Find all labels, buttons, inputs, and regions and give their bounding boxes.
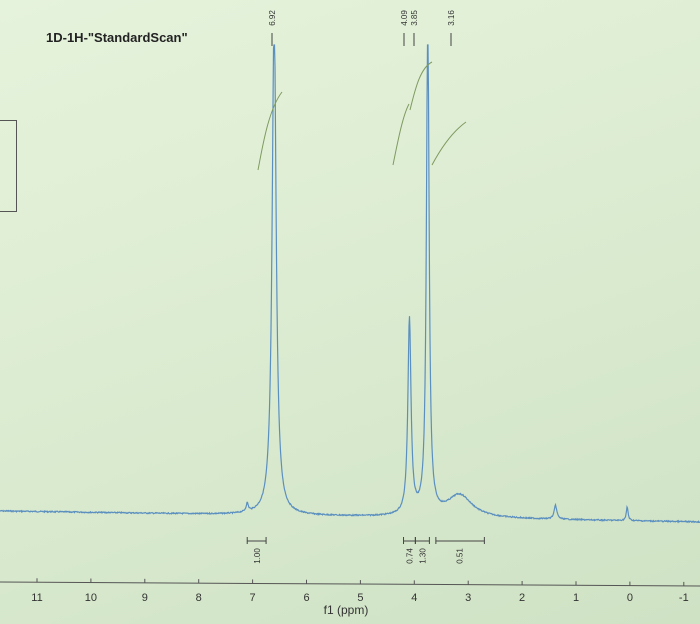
x-tick-label: 3 — [465, 592, 471, 604]
spectrum-line — [0, 44, 700, 524]
integral-curve-2 — [409, 61, 433, 111]
x-tick-label: -1 — [679, 592, 689, 604]
x-tick-label: 10 — [85, 592, 97, 604]
x-tick-label: 1 — [573, 592, 579, 604]
x-tick-label: 6 — [303, 592, 309, 604]
x-tick-label: 7 — [250, 592, 256, 604]
x-tick-label: 0 — [627, 592, 633, 604]
x-tick-label: 4 — [411, 592, 417, 604]
integral-curve-3 — [431, 121, 467, 166]
chart-title: 1D-1H-"StandardScan" — [46, 30, 188, 45]
integral-curve-0 — [257, 91, 283, 171]
integral-value: 1.00 — [253, 548, 262, 564]
peak-label: 4.09 — [400, 10, 409, 26]
x-tick-label: 8 — [196, 592, 202, 604]
peak-label: 3.16 — [447, 10, 456, 26]
x-axis-line — [0, 581, 700, 587]
peak-label: 6.92 — [268, 10, 277, 26]
x-axis-label: f1 (ppm) — [324, 603, 369, 617]
integral-value: 1.30 — [418, 548, 427, 564]
x-tick-label: 9 — [142, 592, 148, 604]
integral-value: 0.74 — [405, 548, 414, 564]
integral-curve-1 — [392, 103, 410, 166]
integral-value: 0.51 — [456, 548, 465, 564]
x-tick-label: 11 — [31, 592, 42, 604]
x-tick-label: 5 — [357, 592, 363, 604]
side-frame — [0, 120, 17, 212]
x-tick-label: 2 — [519, 592, 525, 604]
peak-label: 3.85 — [410, 10, 419, 26]
